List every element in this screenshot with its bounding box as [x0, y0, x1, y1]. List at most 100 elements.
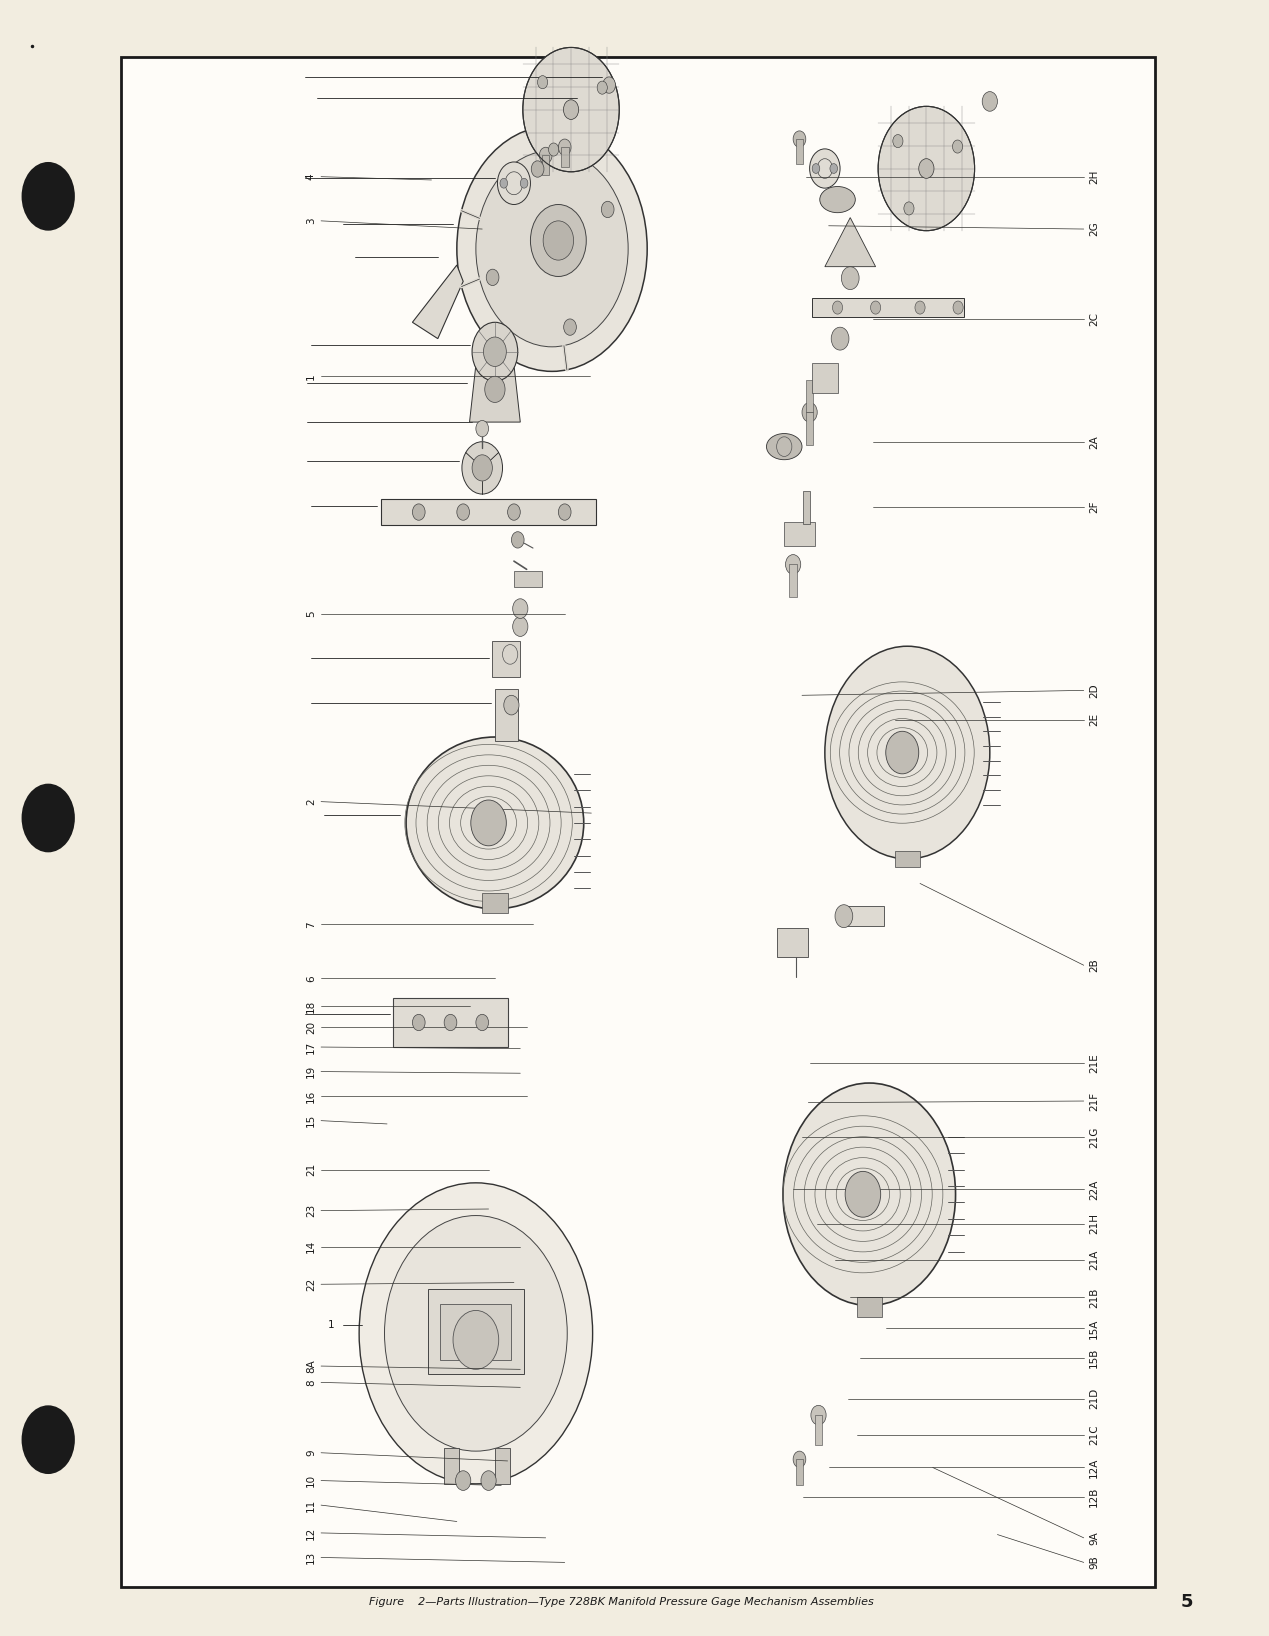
- Text: 1: 1: [306, 373, 316, 380]
- Text: 15: 15: [306, 1114, 316, 1127]
- Text: Figure    2—Parts Illustration—Type 728BK Manifold Pressure Gage Mechanism Assem: Figure 2—Parts Illustration—Type 728BK M…: [369, 1597, 874, 1607]
- Circle shape: [832, 301, 843, 314]
- Text: 2B: 2B: [1089, 959, 1099, 972]
- Bar: [495, 689, 518, 741]
- Text: 22A: 22A: [1089, 1180, 1099, 1199]
- Text: 14: 14: [306, 1240, 316, 1253]
- Text: 21G: 21G: [1089, 1126, 1099, 1148]
- Circle shape: [825, 646, 990, 859]
- Circle shape: [486, 270, 499, 286]
- Ellipse shape: [766, 434, 802, 460]
- Text: 21B: 21B: [1089, 1288, 1099, 1307]
- Circle shape: [811, 1405, 826, 1425]
- Text: 13: 13: [306, 1551, 316, 1564]
- Circle shape: [812, 164, 820, 173]
- Bar: [789, 564, 797, 597]
- Text: 9: 9: [306, 1449, 316, 1456]
- Bar: [777, 928, 808, 957]
- Circle shape: [520, 178, 528, 188]
- Text: 8: 8: [306, 1379, 316, 1386]
- Text: 6: 6: [306, 975, 316, 982]
- Circle shape: [483, 337, 506, 366]
- Bar: [495, 1448, 510, 1484]
- Bar: [444, 1448, 459, 1484]
- Text: 7: 7: [306, 921, 316, 928]
- Polygon shape: [825, 218, 876, 267]
- Circle shape: [476, 420, 489, 437]
- Circle shape: [893, 134, 904, 147]
- Circle shape: [871, 301, 881, 314]
- Circle shape: [530, 204, 586, 276]
- Circle shape: [500, 178, 508, 188]
- Circle shape: [835, 905, 853, 928]
- Circle shape: [953, 301, 963, 314]
- Bar: [796, 1459, 803, 1485]
- Bar: [784, 522, 815, 546]
- Circle shape: [538, 75, 548, 88]
- Text: 2: 2: [306, 798, 316, 805]
- Text: 2C: 2C: [1089, 312, 1099, 326]
- Circle shape: [22, 162, 75, 231]
- Circle shape: [793, 131, 806, 147]
- Text: 9A: 9A: [1089, 1531, 1099, 1544]
- Circle shape: [793, 1451, 806, 1467]
- Bar: [492, 641, 520, 677]
- Text: 21F: 21F: [1089, 1091, 1099, 1111]
- Circle shape: [497, 162, 530, 204]
- Circle shape: [783, 1083, 956, 1306]
- Circle shape: [904, 201, 914, 214]
- Text: 12B: 12B: [1089, 1487, 1099, 1507]
- Bar: [381, 499, 596, 525]
- Bar: [561, 147, 569, 167]
- Text: 20: 20: [306, 1021, 316, 1034]
- Bar: [806, 412, 813, 445]
- Text: 2H: 2H: [1089, 170, 1099, 183]
- Bar: [812, 363, 838, 393]
- Bar: [803, 491, 810, 524]
- Ellipse shape: [820, 187, 855, 213]
- Circle shape: [22, 784, 75, 852]
- Circle shape: [539, 147, 552, 164]
- Circle shape: [878, 106, 975, 231]
- Circle shape: [830, 164, 838, 173]
- Circle shape: [563, 100, 579, 119]
- Text: 22: 22: [306, 1278, 316, 1291]
- Circle shape: [915, 301, 925, 314]
- Text: 2E: 2E: [1089, 713, 1099, 726]
- Circle shape: [602, 201, 614, 218]
- Text: 18: 18: [306, 1000, 316, 1013]
- Text: 5: 5: [1180, 1592, 1193, 1611]
- Circle shape: [453, 1310, 499, 1369]
- Circle shape: [481, 1471, 496, 1490]
- Text: 5: 5: [306, 610, 316, 617]
- Circle shape: [457, 504, 470, 520]
- Circle shape: [412, 504, 425, 520]
- Circle shape: [810, 149, 840, 188]
- Bar: [806, 380, 813, 412]
- Circle shape: [462, 442, 503, 494]
- Text: 2F: 2F: [1089, 501, 1099, 514]
- Circle shape: [841, 267, 859, 290]
- Circle shape: [802, 402, 817, 422]
- Circle shape: [831, 327, 849, 350]
- Polygon shape: [412, 265, 463, 339]
- Text: 21E: 21E: [1089, 1054, 1099, 1073]
- Text: 11: 11: [306, 1499, 316, 1512]
- Ellipse shape: [406, 736, 584, 910]
- Circle shape: [845, 1171, 881, 1217]
- Circle shape: [786, 555, 801, 574]
- Circle shape: [504, 695, 519, 715]
- Bar: [393, 998, 508, 1047]
- Text: 8A: 8A: [306, 1360, 316, 1373]
- Circle shape: [485, 376, 505, 402]
- Circle shape: [563, 319, 576, 335]
- Circle shape: [953, 141, 963, 154]
- Bar: [514, 571, 542, 587]
- Text: 12A: 12A: [1089, 1458, 1099, 1477]
- Bar: [121, 57, 1155, 1587]
- Bar: [796, 139, 803, 164]
- Text: 2D: 2D: [1089, 684, 1099, 697]
- Circle shape: [476, 151, 628, 347]
- Bar: [895, 851, 920, 867]
- Bar: [815, 1415, 822, 1445]
